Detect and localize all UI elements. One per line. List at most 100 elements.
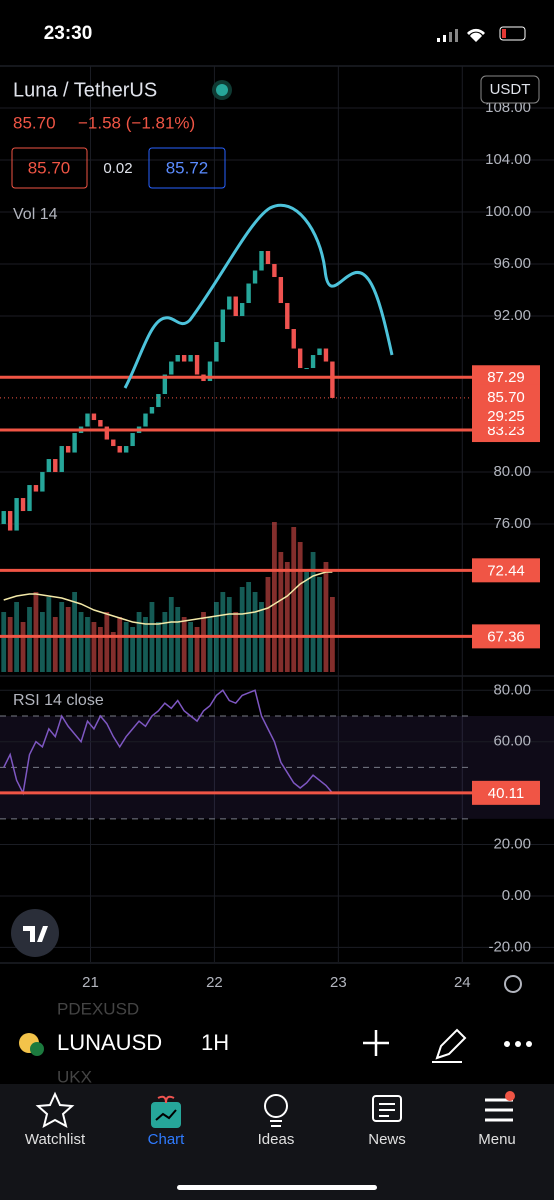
status-dot: [216, 84, 228, 96]
y-tick-label: 80.00: [493, 463, 531, 480]
rsi-last-label: 40.11: [488, 785, 524, 802]
candle-body: [265, 251, 271, 265]
candle-body: [175, 355, 180, 362]
volume-bar: [181, 617, 187, 672]
ask: 85.72: [166, 158, 209, 177]
candle-body: [220, 309, 226, 343]
change: −1.58 (−1.81%): [78, 113, 195, 132]
more-button[interactable]: [504, 1041, 532, 1047]
volume-bar: [168, 597, 174, 672]
candle-body: [330, 361, 335, 398]
volume-bar: [85, 617, 90, 672]
candle-body: [40, 472, 45, 492]
bid-box[interactable]: [11, 147, 88, 189]
ask-box[interactable]: [148, 147, 226, 189]
volume-bar: [33, 592, 39, 672]
volume-bar: [72, 592, 78, 672]
candle-body: [98, 420, 103, 427]
last-price-label: 85.70: [487, 389, 525, 406]
volume-bar: [291, 527, 297, 672]
add-button[interactable]: [363, 1030, 389, 1056]
tab-label[interactable]: Ideas: [258, 1131, 295, 1148]
volume-bar: [7, 617, 13, 672]
candle-body: [130, 433, 135, 447]
spread: 0.02: [103, 160, 132, 177]
volume-bar: [271, 522, 277, 672]
candle-body: [259, 251, 264, 271]
candle-body: [33, 485, 39, 492]
volume-bar: [97, 627, 103, 672]
candle-body: [65, 446, 71, 453]
candle-body: [207, 361, 213, 382]
symbol-title: Luna / TetherUS: [13, 79, 157, 101]
candle-body: [123, 446, 129, 453]
x-tick-label: 23: [330, 974, 347, 991]
volume-bar: [162, 612, 168, 672]
candle-body: [246, 283, 251, 304]
candle-body: [291, 329, 296, 349]
volume-bar: [117, 617, 123, 672]
currency-box[interactable]: [480, 75, 540, 104]
volume-bar: [65, 607, 71, 672]
settings-button[interactable]: [504, 975, 522, 993]
tab-label[interactable]: Watchlist: [25, 1131, 86, 1148]
candle-body: [252, 270, 258, 284]
level-label: 67.36: [487, 628, 525, 645]
header: Luna / TetherUS 85.70 −1.58 (−1.81%) 85.…: [11, 75, 540, 709]
volume-bar: [143, 617, 148, 672]
clock: 23:30: [44, 23, 93, 44]
volume-bar: [39, 612, 45, 672]
tab-label[interactable]: Menu: [478, 1131, 516, 1148]
tab-label[interactable]: News: [368, 1131, 406, 1148]
x-tick-label: 21: [82, 974, 99, 991]
candle-body: [188, 355, 193, 362]
candle-body: [323, 348, 329, 362]
volume-bar: [265, 577, 271, 672]
status-icons: [437, 26, 526, 42]
level-label-box: [472, 558, 540, 583]
volume-bar: [194, 627, 200, 672]
y-tick-label: 92.00: [493, 307, 531, 324]
volume-bar: [91, 622, 97, 672]
volume-bar: [226, 597, 232, 672]
volume-bar: [175, 607, 181, 672]
volume-bar: [20, 622, 26, 672]
notification-dot: [505, 1091, 515, 1101]
interval[interactable]: 1H: [201, 1030, 229, 1055]
volume-bar: [46, 597, 52, 672]
volume-bar: [278, 552, 284, 672]
candle-body: [143, 413, 148, 427]
candle-body: [194, 355, 200, 375]
draw-button[interactable]: [432, 1028, 467, 1063]
candle-body: [304, 368, 309, 370]
candle-body: [85, 413, 90, 427]
volume-bar: [330, 597, 335, 672]
candle-body: [72, 433, 77, 453]
rsi-title: RSI 14 close: [13, 692, 104, 709]
countdown: 29:25: [487, 408, 525, 425]
y-tick-label: 100.00: [485, 203, 531, 220]
logo[interactable]: [11, 909, 59, 957]
chart-area: 21 22 23 24108.00104.00100.0096.0092.0080.0…: [0, 65, 554, 993]
last-price-box: [472, 384, 540, 427]
volume-title: Vol 14: [13, 206, 58, 223]
ghost-symbol: PDEXUSD: [57, 999, 139, 1018]
volume-bar: [239, 587, 245, 672]
symbol[interactable]: LUNAUSD: [57, 1030, 162, 1055]
volume-bar: [201, 612, 206, 672]
volume-bar: [246, 582, 252, 672]
level-label: 87.29: [487, 369, 525, 386]
tab-label[interactable]: Chart: [148, 1131, 186, 1148]
nav: Watchlist Chart Ideas News Menu: [25, 1131, 516, 1148]
drawing-pattern: [123, 203, 394, 389]
candle-body: [227, 296, 232, 310]
rsi-tick-label: -20.00: [488, 938, 531, 955]
volume-bar: [220, 592, 226, 672]
candle-body: [156, 394, 161, 408]
candle-body: [14, 498, 19, 531]
x-tick-label: 22: [206, 974, 223, 991]
volume-bar: [130, 627, 136, 672]
rsi-tick-label: 80.00: [493, 681, 531, 698]
tab-icons: [35, 1091, 513, 1128]
